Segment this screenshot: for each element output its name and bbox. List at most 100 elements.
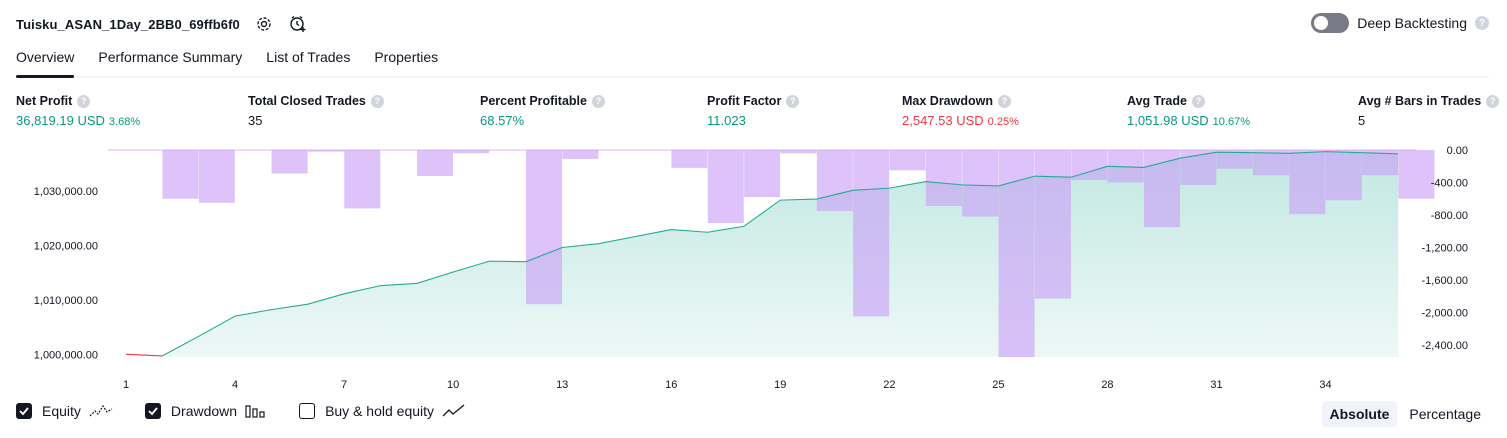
x-axis-tick: 16: [665, 379, 677, 391]
right-axis-tick: -1,200.00: [1422, 242, 1468, 254]
metric-avg-trade: Avg Trade? 1,051.98 USD 10.67%: [1127, 94, 1250, 128]
metric-percent: 3.68%: [108, 116, 141, 128]
help-icon[interactable]: ?: [786, 94, 800, 108]
legend-drawdown[interactable]: Drawdown: [144, 403, 267, 419]
right-axis-tick: -1,600.00: [1422, 275, 1468, 287]
deep-backtesting-control: Deep Backtesting ?: [1311, 13, 1489, 33]
drawdown-bar: [453, 150, 490, 154]
left-axis-tick: 1,010,000.00: [34, 295, 98, 307]
help-icon[interactable]: ?: [77, 94, 91, 108]
metric-avg-bars: Avg # Bars in Trades? 5: [1358, 94, 1500, 128]
equity-checkbox[interactable]: [16, 403, 32, 419]
chart-legend: Equity Drawdown Buy & hold equity: [16, 403, 498, 419]
drawdown-bar: [1143, 150, 1180, 228]
drawdown-bar: [562, 150, 599, 159]
drawdown-bar: [816, 150, 853, 211]
right-axis-tick: -2,400.00: [1422, 340, 1468, 352]
legend-equity[interactable]: Equity: [16, 403, 113, 419]
equity-line-loss: [125, 353, 163, 357]
left-axis-tick: 1,000,000.00: [34, 349, 98, 361]
drawdown-bar: [707, 150, 744, 224]
legend-buy-hold[interactable]: Buy & hold equity: [299, 403, 466, 419]
drawdown-bar: [962, 150, 999, 217]
drawdown-bar: [271, 150, 308, 174]
metric-max-drawdown: Max Drawdown? 2,547.53 USD 0.25%: [902, 94, 1019, 128]
drawdown-bar: [416, 150, 453, 176]
right-axis-tick: 0.00: [1447, 145, 1468, 157]
x-axis-tick: 22: [883, 379, 895, 391]
mode-percentage[interactable]: Percentage: [1409, 406, 1481, 422]
drawdown-bar: [162, 150, 199, 199]
legend-label: Equity: [42, 403, 81, 419]
metric-percent: 0.25%: [987, 116, 1019, 128]
metric-value: 68.57%: [480, 113, 525, 128]
metric-value: 5: [1358, 113, 1366, 128]
metric-label: Avg Trade: [1127, 94, 1187, 108]
drawdown-bar: [526, 150, 563, 305]
x-axis-tick: 31: [1210, 379, 1222, 391]
help-icon[interactable]: ?: [1191, 94, 1205, 108]
help-icon[interactable]: ?: [591, 94, 605, 108]
legend-label: Buy & hold equity: [325, 403, 435, 419]
metric-profit-factor: Profit Factor? 11.023: [707, 94, 800, 128]
x-axis-tick: 10: [447, 379, 459, 391]
tab-properties[interactable]: Properties: [374, 49, 439, 65]
drawdown-bar: [1362, 150, 1399, 176]
metric-value: 35: [248, 113, 263, 128]
drawdown-bar: [1289, 150, 1326, 215]
x-axis-tick: 19: [774, 379, 786, 391]
left-axis-tick: 1,030,000.00: [34, 186, 98, 198]
right-axis-tick: -2,000.00: [1422, 307, 1468, 319]
tab-performance-summary[interactable]: Performance Summary: [98, 49, 243, 65]
drawdown-bar: [671, 150, 708, 168]
toggle-knob: [1314, 16, 1329, 30]
help-icon[interactable]: ?: [998, 94, 1011, 108]
drawdown-bar: [780, 150, 817, 154]
drawdown-bar: [307, 150, 344, 152]
metric-net-profit: Net Profit? 36,819.19 USD 3.68%: [16, 94, 140, 128]
metric-percent: 10.67%: [1212, 116, 1250, 128]
drawdown-bar: [1216, 150, 1253, 169]
x-axis-tick: 25: [992, 379, 1004, 391]
x-axis-tick: 13: [556, 379, 568, 391]
drawdown-bar: [1398, 150, 1435, 199]
equity-drawdown-chart[interactable]: 1,000,000.00 1,010,000.00 1,020,000.00 1,03…: [0, 140, 1507, 398]
drawdown-bar: [198, 150, 235, 203]
drawdown-bar: [1325, 150, 1362, 201]
help-icon[interactable]: ?: [1475, 16, 1489, 30]
buy-hold-checkbox[interactable]: [299, 403, 316, 419]
x-axis-tick: 34: [1319, 379, 1331, 391]
metric-value: 36,819.19 USD: [16, 113, 105, 128]
metric-label: Profit Factor: [707, 94, 782, 108]
right-axis-tick: -400.00: [1431, 177, 1468, 189]
drawdown-bar: [744, 150, 781, 198]
equity-line-icon: [89, 404, 113, 418]
x-axis-tick: 28: [1101, 379, 1113, 391]
drawdown-bar: [889, 150, 926, 171]
deep-backtesting-toggle[interactable]: [1311, 13, 1350, 33]
metric-label: Max Drawdown: [902, 94, 993, 108]
drawdown-bar: [1034, 150, 1071, 299]
drawdown-bar: [1253, 150, 1290, 176]
help-icon[interactable]: ?: [370, 94, 384, 108]
drawdown-bar: [1180, 150, 1217, 185]
equity-area: [162, 151, 1399, 357]
drawdown-checkbox[interactable]: [144, 403, 161, 419]
strategy-header: Tuisku_ASAN_1Day_2BB0_69ffb6f0: [16, 12, 308, 36]
add-alert-clock-icon[interactable]: [288, 14, 308, 34]
right-axis-tick: -800.00: [1431, 210, 1468, 222]
tab-overview[interactable]: Overview: [16, 44, 75, 78]
settings-gear-icon[interactable]: [254, 14, 274, 34]
x-axis-tick: 7: [341, 379, 347, 391]
metric-value: 11.023: [707, 113, 746, 128]
mode-absolute[interactable]: Absolute: [1321, 401, 1398, 427]
left-axis-tick: 1,020,000.00: [34, 240, 98, 252]
help-icon[interactable]: ?: [1486, 94, 1500, 108]
metric-label: Total Closed Trades: [248, 94, 366, 108]
metric-label: Avg # Bars in Trades: [1358, 94, 1482, 108]
drawdown-bar: [925, 150, 962, 207]
deep-backtesting-label: Deep Backtesting: [1357, 15, 1467, 31]
drawdown-bar: [344, 150, 381, 209]
metric-label: Net Profit: [16, 94, 73, 108]
tab-list-of-trades[interactable]: List of Trades: [266, 49, 351, 65]
